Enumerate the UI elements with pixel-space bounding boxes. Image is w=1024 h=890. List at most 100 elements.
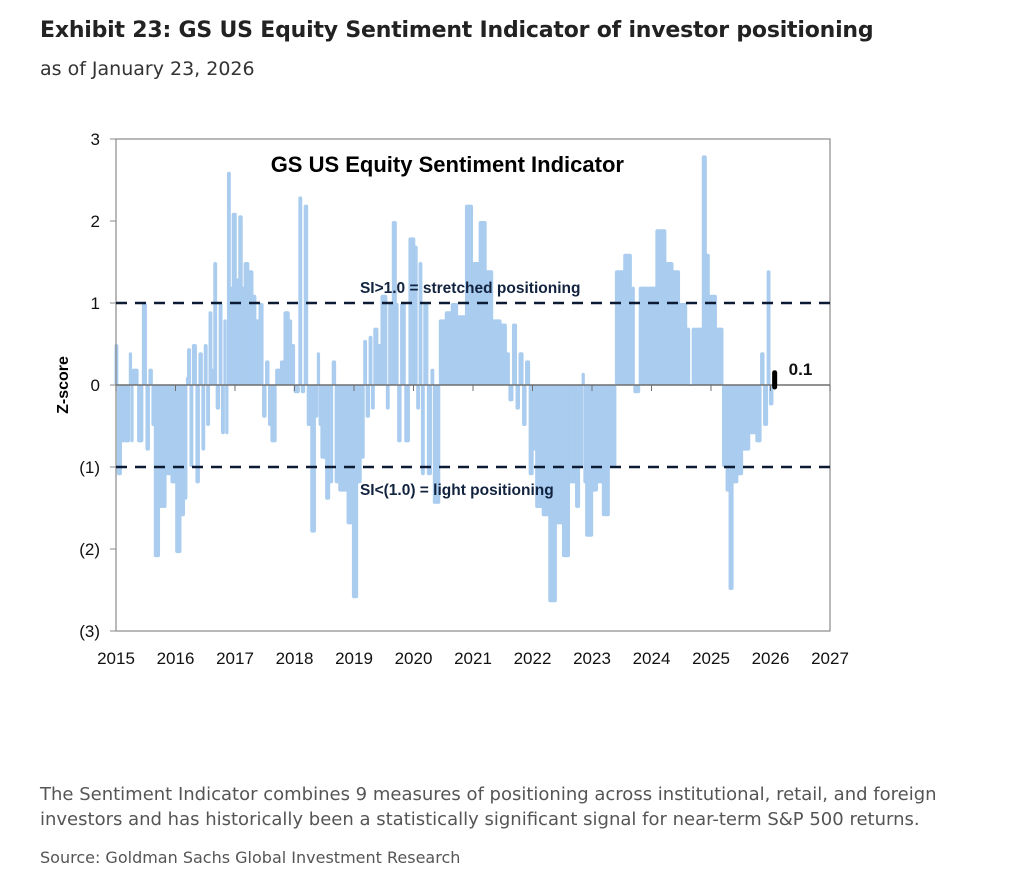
data-bar xyxy=(736,385,744,476)
y-tick-label: 1 xyxy=(91,294,100,313)
data-bar xyxy=(685,327,691,385)
data-bar xyxy=(153,385,161,558)
y-tick-label: (3) xyxy=(79,622,100,641)
data-bar xyxy=(413,245,418,385)
data-bar xyxy=(395,303,399,385)
data-bar xyxy=(206,385,211,426)
data-bar xyxy=(293,385,300,394)
data-bar xyxy=(525,360,531,385)
chart-caption: The Sentiment Indicator combines 9 measu… xyxy=(40,784,937,830)
data-bar xyxy=(331,360,337,385)
exhibit-title: Exhibit 23: GS US Equity Sentiment Indic… xyxy=(40,18,874,43)
data-bar xyxy=(585,385,594,537)
data-bar xyxy=(655,229,667,385)
data-bar xyxy=(400,303,406,385)
data-bar xyxy=(715,327,724,385)
data-bar xyxy=(208,311,213,385)
data-bar xyxy=(165,385,172,476)
y-tick-label: (2) xyxy=(79,540,100,559)
x-tick-label: 2021 xyxy=(454,649,492,668)
data-bar xyxy=(213,262,218,385)
x-tick-label: 2026 xyxy=(752,649,790,668)
x-tick-label: 2015 xyxy=(97,649,135,668)
data-bar xyxy=(338,385,349,492)
data-bar xyxy=(763,385,769,426)
data-bar xyxy=(283,311,290,385)
data-bar xyxy=(614,270,625,385)
data-bar xyxy=(630,286,635,385)
data-bar xyxy=(397,385,402,443)
data-bar xyxy=(198,352,203,385)
y-tick-label: 0 xyxy=(91,376,100,395)
data-bar xyxy=(270,385,277,443)
data-bar xyxy=(732,385,739,484)
data-bar xyxy=(608,385,617,467)
data-bar xyxy=(638,286,649,385)
data-bar xyxy=(420,385,425,476)
data-bar xyxy=(435,385,441,504)
data-bar xyxy=(320,385,327,459)
data-bar xyxy=(568,385,577,484)
data-bar xyxy=(596,385,604,484)
data-bar xyxy=(748,385,757,435)
data-bar xyxy=(130,385,134,443)
data-bar xyxy=(664,262,674,385)
x-tick-label: 2020 xyxy=(395,649,433,668)
x-tick-label: 2017 xyxy=(216,649,254,668)
y-tick-label: 2 xyxy=(91,212,100,231)
data-bar xyxy=(175,385,182,554)
data-bar xyxy=(148,368,153,385)
data-bar xyxy=(191,344,197,385)
data-bar xyxy=(404,385,410,443)
data-bar xyxy=(423,303,429,385)
data-bar xyxy=(203,344,208,385)
data-bar xyxy=(760,352,765,385)
data-bar xyxy=(316,352,321,385)
data-bar xyxy=(408,237,416,385)
data-bar xyxy=(128,352,133,385)
data-bar xyxy=(708,294,717,385)
axes xyxy=(110,138,831,632)
data-bar xyxy=(365,385,371,418)
data-bar xyxy=(464,204,473,385)
data-bar xyxy=(741,385,751,451)
data-bar xyxy=(508,385,514,402)
data-bar xyxy=(647,286,657,385)
data-bar xyxy=(426,385,432,476)
data-bar xyxy=(766,270,771,385)
data-bar xyxy=(601,385,610,517)
exhibit-subtitle: as of January 23, 2026 xyxy=(40,58,255,80)
data-bar xyxy=(591,385,598,492)
y-tick-label: (1) xyxy=(79,458,100,477)
x-tick-label: 2016 xyxy=(157,649,195,668)
data-bar xyxy=(218,303,223,385)
data-bar xyxy=(450,303,459,385)
x-tick-label: 2024 xyxy=(633,649,671,668)
data-bar xyxy=(124,385,131,443)
data-bar xyxy=(265,360,270,385)
data-bar xyxy=(430,368,435,385)
data-bar xyxy=(201,385,206,451)
data-bar xyxy=(755,385,762,443)
chart-title: GS US Equity Sentiment Indicator xyxy=(271,152,625,177)
data-bar xyxy=(328,385,334,484)
data-bar xyxy=(370,385,375,410)
data-bar xyxy=(623,253,632,385)
data-bar xyxy=(695,327,704,385)
series-bars xyxy=(114,155,775,603)
threshold-label: SI>1.0 = stretched positioning xyxy=(360,280,581,297)
data-bar xyxy=(131,368,139,385)
data-bar xyxy=(444,311,453,385)
data-bar xyxy=(581,372,585,385)
data-bar xyxy=(300,385,306,394)
data-bar xyxy=(275,368,282,385)
chart-labels: 3 2 1 0 (1) (2) (3) 2015 2016 2017 2018 2019 2020 202… xyxy=(55,130,849,668)
data-bar xyxy=(258,303,264,385)
data-bar xyxy=(672,270,681,385)
data-bar xyxy=(511,323,518,385)
data-bar xyxy=(548,385,557,603)
data-bar xyxy=(368,335,373,385)
data-bar xyxy=(522,385,527,426)
x-tick-label: 2022 xyxy=(514,649,552,668)
